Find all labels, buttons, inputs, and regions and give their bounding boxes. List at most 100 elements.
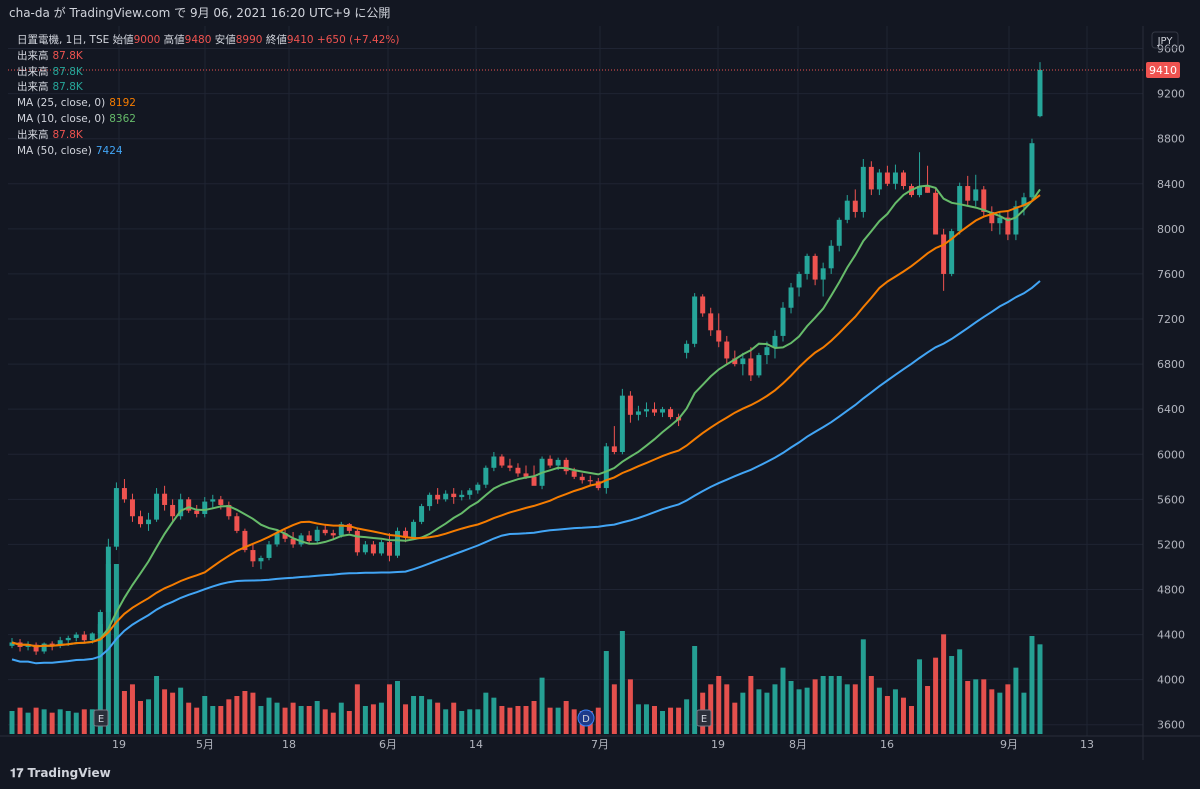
candle-body bbox=[716, 330, 722, 342]
candle-body bbox=[443, 493, 449, 500]
candle-body bbox=[989, 211, 995, 224]
y-tick-label: 6400 bbox=[1157, 403, 1185, 416]
volume-bar bbox=[603, 651, 609, 734]
x-tick-label: 6月 bbox=[379, 738, 397, 751]
volume-bar bbox=[427, 699, 433, 734]
candle-body bbox=[338, 524, 344, 536]
volume-bar bbox=[330, 712, 336, 734]
volume-bar bbox=[828, 676, 834, 734]
volume-bar bbox=[796, 689, 802, 734]
volume-bar bbox=[1037, 644, 1043, 734]
legend-row: 出来高 87.8K bbox=[17, 80, 399, 96]
candle-body bbox=[555, 459, 561, 466]
x-tick-label: 14 bbox=[469, 738, 483, 751]
y-tick-label: 8000 bbox=[1157, 223, 1185, 236]
close-value: 9410 bbox=[286, 34, 314, 46]
volume-bar bbox=[314, 701, 320, 734]
candle-body bbox=[917, 186, 923, 196]
candle-body bbox=[635, 411, 641, 415]
volume-bar bbox=[756, 689, 762, 734]
candle-body bbox=[949, 231, 955, 274]
volume-bar bbox=[57, 709, 63, 734]
x-tick-label: 18 bbox=[282, 738, 296, 751]
open-value: 9000 bbox=[133, 34, 161, 46]
volume-bar bbox=[1029, 636, 1035, 734]
candle-body bbox=[322, 529, 328, 534]
x-tick-label: 9月 bbox=[1000, 738, 1018, 751]
volume-bar bbox=[876, 687, 882, 734]
volume-bar bbox=[483, 692, 489, 734]
volume-bar bbox=[186, 702, 192, 734]
last-price-tag bbox=[1146, 61, 1180, 78]
volume-bar bbox=[652, 706, 657, 734]
price-chart[interactable]: 3600 4000 4400 4800 5200 5600 6000 6400 6800 7200… bbox=[0, 26, 1200, 760]
candle-body bbox=[258, 557, 264, 562]
y-tick-label: 6800 bbox=[1157, 358, 1185, 371]
volume-bar bbox=[234, 696, 240, 734]
legend-row: MA (50, close) 7424 bbox=[17, 144, 399, 160]
candle-body bbox=[756, 355, 762, 376]
currency-label: JPY bbox=[1157, 36, 1174, 47]
volume-bar bbox=[451, 702, 457, 734]
candle-body bbox=[668, 409, 674, 418]
ma25-line bbox=[11, 194, 1041, 648]
volume-bar bbox=[836, 676, 842, 734]
volume-bar bbox=[202, 696, 208, 734]
candle-body bbox=[828, 245, 834, 269]
legend-row-value: 7424 bbox=[95, 144, 123, 157]
volume-bar bbox=[459, 711, 465, 734]
volume-bar bbox=[925, 686, 931, 734]
tradingview-logo[interactable]: 𝟏𝟕 TradingView bbox=[10, 766, 111, 781]
candle-body bbox=[57, 640, 63, 646]
candle-body bbox=[89, 633, 95, 641]
volume-bar bbox=[892, 689, 898, 734]
candle-body bbox=[836, 219, 842, 246]
legend-row-label: 出来高 bbox=[17, 128, 49, 141]
volume-bar bbox=[170, 692, 176, 734]
volume-bar bbox=[868, 676, 874, 734]
legend-rows: 出来高 87.8K 出来高 87.8K 出来高 87.8K MA (25, close, 0… bbox=[17, 49, 399, 160]
y-tick-label: 4800 bbox=[1157, 583, 1185, 596]
volume-bar bbox=[820, 676, 826, 734]
legend-row-label: MA (10, close, 0) bbox=[17, 112, 106, 125]
volume-bar bbox=[362, 706, 368, 734]
volume-bar bbox=[298, 706, 304, 734]
y-tick-label: 5200 bbox=[1157, 538, 1185, 551]
footer: 𝟏𝟕 TradingView bbox=[0, 760, 1200, 789]
volume-bar bbox=[491, 697, 497, 734]
high-value: 9480 bbox=[184, 34, 212, 46]
dividend-marker bbox=[577, 709, 595, 727]
volume-bar bbox=[692, 646, 698, 734]
volume-bar bbox=[595, 707, 601, 734]
candle-body bbox=[419, 506, 425, 522]
volume-bar bbox=[989, 689, 995, 734]
candle-body bbox=[210, 499, 216, 502]
volume-bar bbox=[266, 697, 272, 734]
legend-row-value: 87.8K bbox=[52, 65, 83, 78]
legend-row-label: MA (25, close, 0) bbox=[17, 97, 106, 110]
volume-bar bbox=[523, 706, 529, 734]
candle-body bbox=[33, 644, 39, 652]
volume-bar bbox=[81, 709, 87, 734]
volume-bar bbox=[97, 624, 103, 734]
volume-bar bbox=[354, 684, 360, 734]
candle-body bbox=[708, 313, 714, 331]
candle-body bbox=[1013, 206, 1019, 235]
candle-body bbox=[515, 467, 521, 474]
volume-bar bbox=[386, 684, 392, 734]
legend-row: 出来高 87.8K bbox=[17, 65, 399, 81]
volume-bar bbox=[949, 656, 955, 734]
candle-body bbox=[933, 192, 939, 235]
candle-body bbox=[242, 530, 248, 551]
ma10-line bbox=[11, 184, 1041, 648]
candle-body bbox=[700, 296, 706, 314]
candle-body bbox=[876, 172, 882, 190]
volume-bar bbox=[499, 706, 505, 734]
candle-body bbox=[427, 494, 433, 507]
tradingview-logo-icon: 𝟏𝟕 bbox=[10, 766, 28, 780]
candle-body bbox=[571, 471, 577, 477]
volume-bar bbox=[900, 697, 906, 734]
y-tick-label: 8800 bbox=[1157, 133, 1185, 146]
candle-body bbox=[892, 172, 898, 184]
candle-body bbox=[162, 493, 168, 505]
